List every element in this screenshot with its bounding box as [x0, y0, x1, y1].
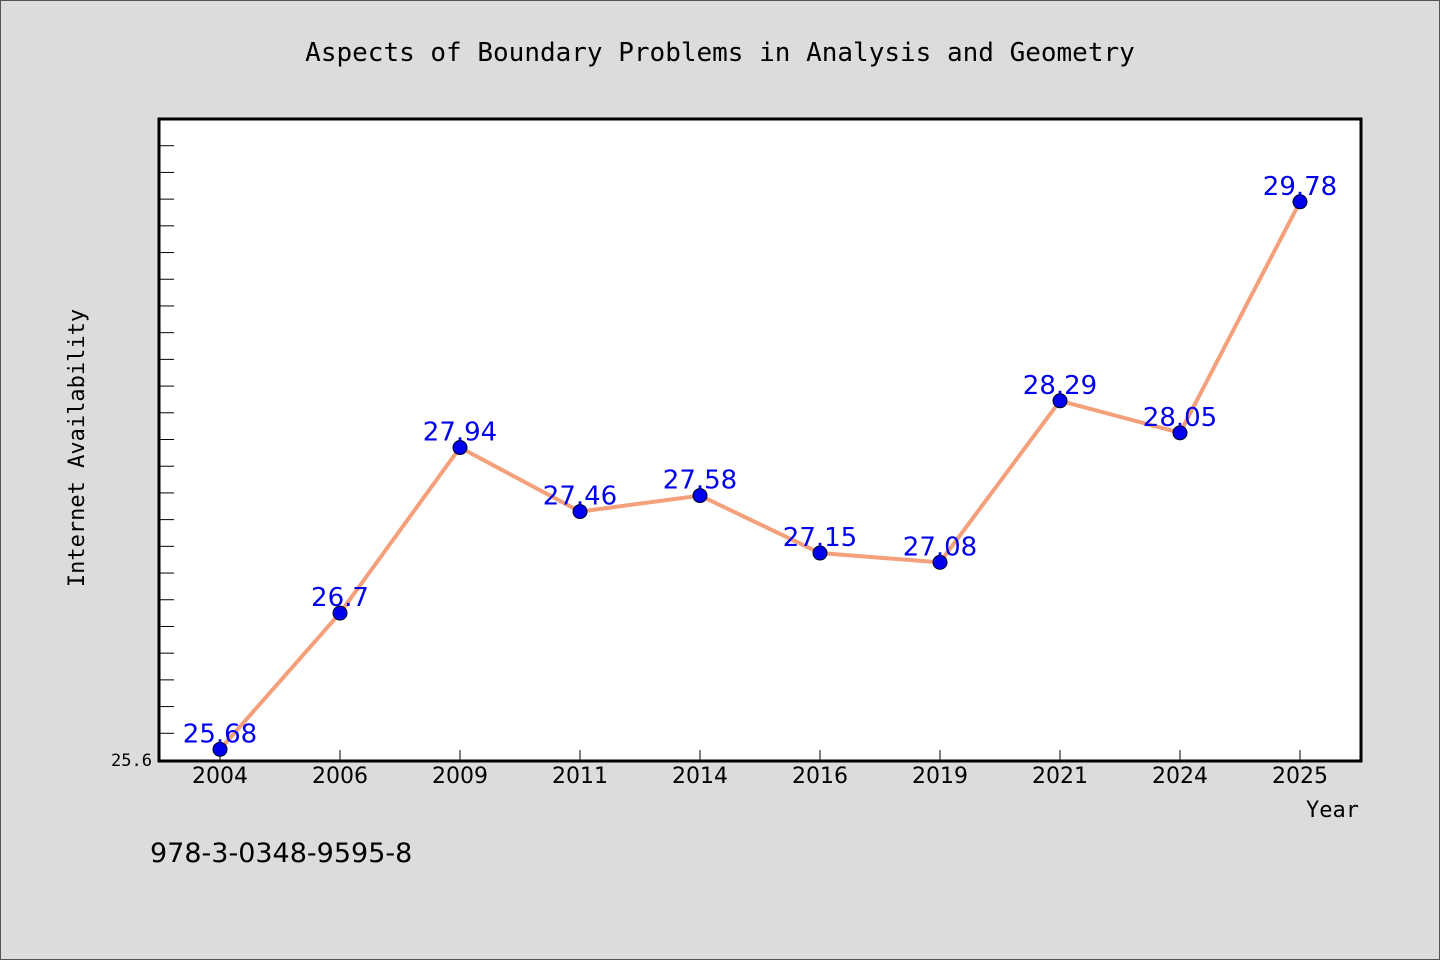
- x-tick-label: 2011: [552, 764, 608, 789]
- data-point-marker: [812, 545, 828, 561]
- x-tick-label: 2006: [312, 764, 368, 789]
- x-tick-label: 2025: [1272, 764, 1328, 789]
- data-label: 27.46: [543, 482, 617, 512]
- data-label: 27.94: [423, 418, 497, 448]
- y-tick-label: 25.6: [111, 751, 152, 771]
- data-point-marker: [692, 488, 708, 504]
- x-tick-label: 2014: [672, 764, 728, 789]
- data-point-marker: [572, 504, 588, 520]
- chart-title: Aspects of Boundary Problems in Analysis…: [305, 38, 1135, 68]
- x-tick-label: 2016: [792, 764, 848, 789]
- data-point-marker: [212, 741, 228, 757]
- data-point-marker: [932, 554, 948, 570]
- data-label: 26.7: [311, 583, 369, 613]
- data-label: 27.15: [783, 523, 857, 553]
- x-axis-tick-labels: 2004 2006 2009 2011 2014 2016 2019 2021 2024 2025: [192, 764, 1328, 789]
- data-label: 28.29: [1023, 371, 1097, 401]
- x-tick-label: 2009: [432, 764, 488, 789]
- x-tick-label: 2021: [1032, 764, 1088, 789]
- data-label: 27.58: [663, 466, 737, 496]
- data-label: 25.68: [183, 719, 257, 749]
- isbn-text: 978-3-0348-9595-8: [150, 838, 412, 869]
- data-point-marker: [1172, 425, 1188, 441]
- data-point-marker: [1292, 194, 1308, 210]
- data-point-marker: [332, 605, 348, 621]
- x-tick-label: 2019: [912, 764, 968, 789]
- series-layer: 25.68 26.7 27.94 27.46 27.58 27.15 27.08 28.29 2…: [183, 172, 1337, 757]
- x-tick-label: 2004: [192, 764, 248, 789]
- data-point-marker: [1052, 393, 1068, 409]
- x-tick-label: 2024: [1152, 764, 1208, 789]
- data-point-marker: [452, 440, 468, 456]
- plot-area: [157, 117, 1363, 763]
- y-axis-ticks: [159, 145, 174, 734]
- series-line: [218, 199, 1302, 752]
- data-label: 28.05: [1143, 403, 1217, 433]
- data-label: 29.78: [1263, 172, 1337, 202]
- y-axis-label: Internet Availability: [65, 309, 90, 587]
- data-label: 27.08: [903, 532, 977, 562]
- x-axis-label: Year: [1306, 798, 1359, 823]
